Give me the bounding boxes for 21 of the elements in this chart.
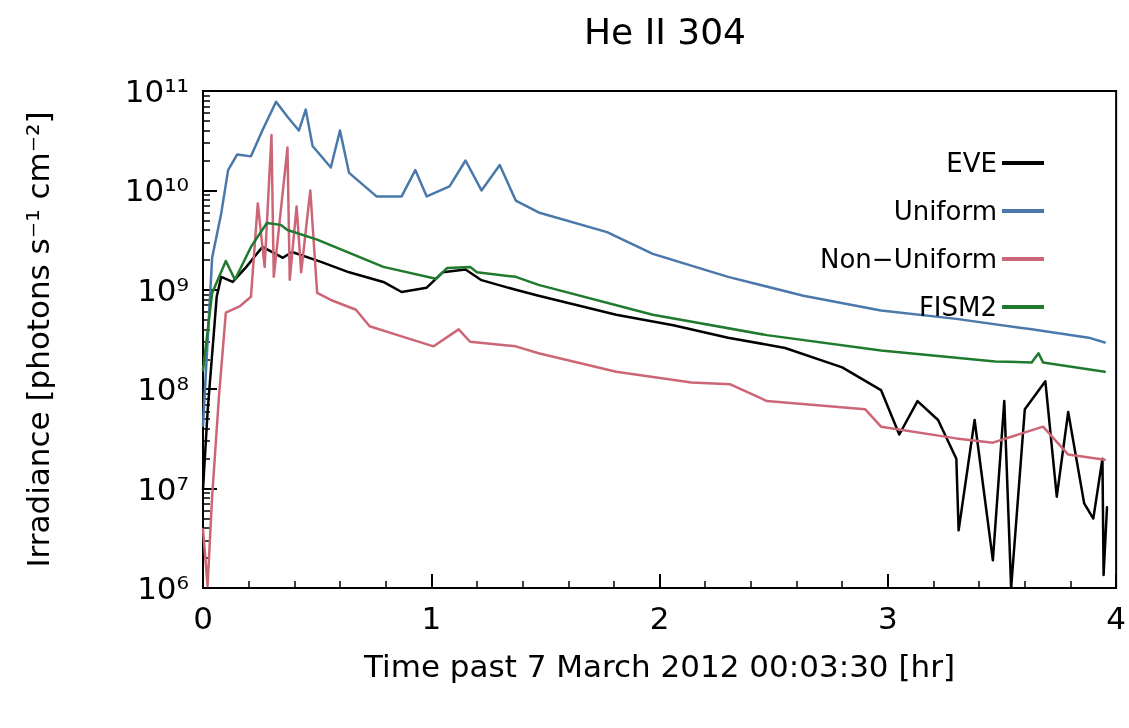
x-tick-label: 1 (421, 599, 442, 636)
line-series (201, 133, 1106, 588)
y-tick-label: 10⁷ (137, 470, 189, 507)
y-tick-label: 10⁹ (137, 271, 189, 308)
y-tick-label: 10¹¹ (124, 73, 189, 109)
line-series (201, 221, 1106, 373)
x-tick-label: 3 (877, 599, 898, 636)
chart-title: He II 304 (583, 10, 747, 52)
x-tick-label: 4 (1106, 599, 1127, 636)
y-tick-label: 10⁶ (137, 570, 189, 606)
line-series (201, 100, 1106, 427)
x-axis-title: Time past 7 March 2012 00:03:30 [hr] (363, 647, 956, 684)
legend-label: Uniform (893, 196, 997, 226)
legend-label: FISM2 (918, 292, 997, 322)
y-tick-label: 10⁸ (137, 371, 189, 408)
legend-label: EVE (946, 148, 997, 178)
legend-label: Non−Uniform (820, 244, 997, 274)
x-tick-label: 2 (649, 599, 670, 636)
y-axis-title: Irradiance [photons s⁻¹ cm⁻²] (19, 111, 56, 568)
y-tick-label: 10¹⁰ (124, 172, 189, 209)
x-tick-label: 0 (193, 599, 213, 636)
